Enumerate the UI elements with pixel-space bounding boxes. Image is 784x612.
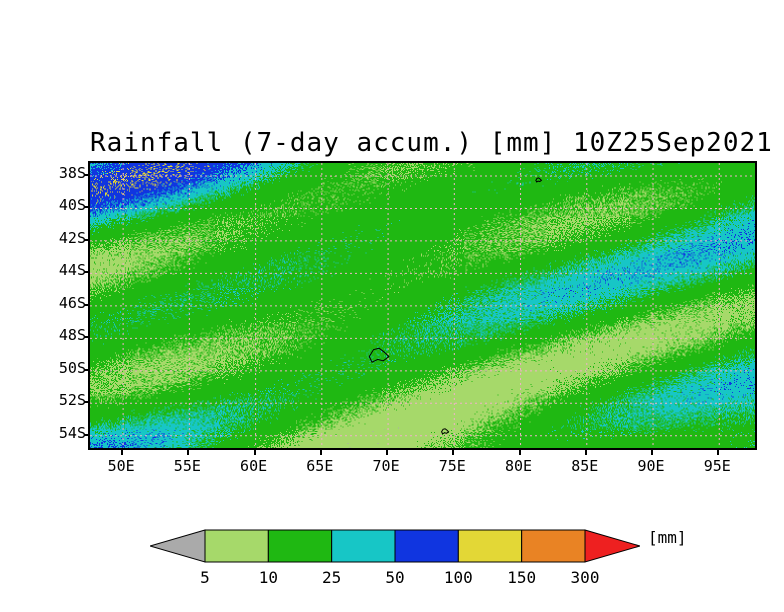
y-axis-tick-mark-42S (84, 239, 89, 241)
x-axis-label-60E: 60E (229, 457, 279, 475)
y-axis-tick-mark-54S (84, 434, 89, 436)
y-axis-label-54S: 54S (36, 424, 86, 442)
x-axis-label-65E: 65E (295, 457, 345, 475)
y-axis-label-50S: 50S (36, 359, 86, 377)
y-axis-tick-mark-50S (84, 369, 89, 371)
x-axis-label-90E: 90E (626, 457, 676, 475)
x-axis-label-50E: 50E (96, 457, 146, 475)
x-axis-tick-mark-90E (651, 450, 653, 455)
y-axis-tick-mark-46S (84, 304, 89, 306)
colorbar-tick-label-100: 100 (444, 568, 473, 587)
y-axis-tick-mark-44S (84, 271, 89, 273)
colorbar-tick-label-150: 150 (507, 568, 536, 587)
x-axis-tick-mark-85E (585, 450, 587, 455)
y-axis-label-40S: 40S (36, 196, 86, 214)
rainfall-map-window: Rainfall (7-day accum.) [mm] 10Z25Sep202… (0, 0, 784, 612)
colorbar-tick-labels: 5 10 25 50 100 150 300 (150, 568, 640, 588)
rainfall-raster-plot (88, 161, 757, 450)
colorbar-tick-label-50: 50 (385, 568, 404, 587)
colorbar-unit-label: [mm] (648, 528, 687, 547)
chart-title: Rainfall (7-day accum.) [mm] 10Z25Sep202… (90, 128, 773, 158)
x-axis-tick-mark-65E (320, 450, 322, 455)
colorbar-legend[interactable]: 5 10 25 50 100 150 300 [mm] (150, 528, 640, 588)
y-axis-label-44S: 44S (36, 261, 86, 279)
x-axis-tick-mark-60E (254, 450, 256, 455)
x-axis-label-85E: 85E (560, 457, 610, 475)
x-axis-tick-mark-50E (121, 450, 123, 455)
x-axis-label-55E: 55E (162, 457, 212, 475)
x-axis-tick-mark-95E (717, 450, 719, 455)
coastline-overlay (90, 163, 757, 450)
colorbar-tick-label-5: 5 (200, 568, 210, 587)
colorbar-tick-label-300: 300 (571, 568, 600, 587)
y-axis-tick-mark-40S (84, 206, 89, 208)
y-axis-label-52S: 52S (36, 391, 86, 409)
x-axis-label-80E: 80E (494, 457, 544, 475)
colorbar-tick-label-25: 25 (322, 568, 341, 587)
y-axis-tick-mark-52S (84, 401, 89, 403)
x-axis-tick-mark-75E (452, 450, 454, 455)
y-axis-tick-mark-38S (84, 174, 89, 176)
y-axis-label-38S: 38S (36, 164, 86, 182)
colorbar-tick-label-10: 10 (259, 568, 278, 587)
colorbar-svg (150, 528, 640, 568)
x-axis-label-75E: 75E (427, 457, 477, 475)
y-axis-label-46S: 46S (36, 294, 86, 312)
x-axis-tick-mark-55E (187, 450, 189, 455)
y-axis-label-48S: 48S (36, 326, 86, 344)
x-axis-tick-mark-80E (519, 450, 521, 455)
x-axis-label-70E: 70E (361, 457, 411, 475)
y-axis-tick-mark-48S (84, 336, 89, 338)
x-axis-tick-mark-70E (386, 450, 388, 455)
x-axis-label-95E: 95E (692, 457, 742, 475)
y-axis-label-42S: 42S (36, 229, 86, 247)
